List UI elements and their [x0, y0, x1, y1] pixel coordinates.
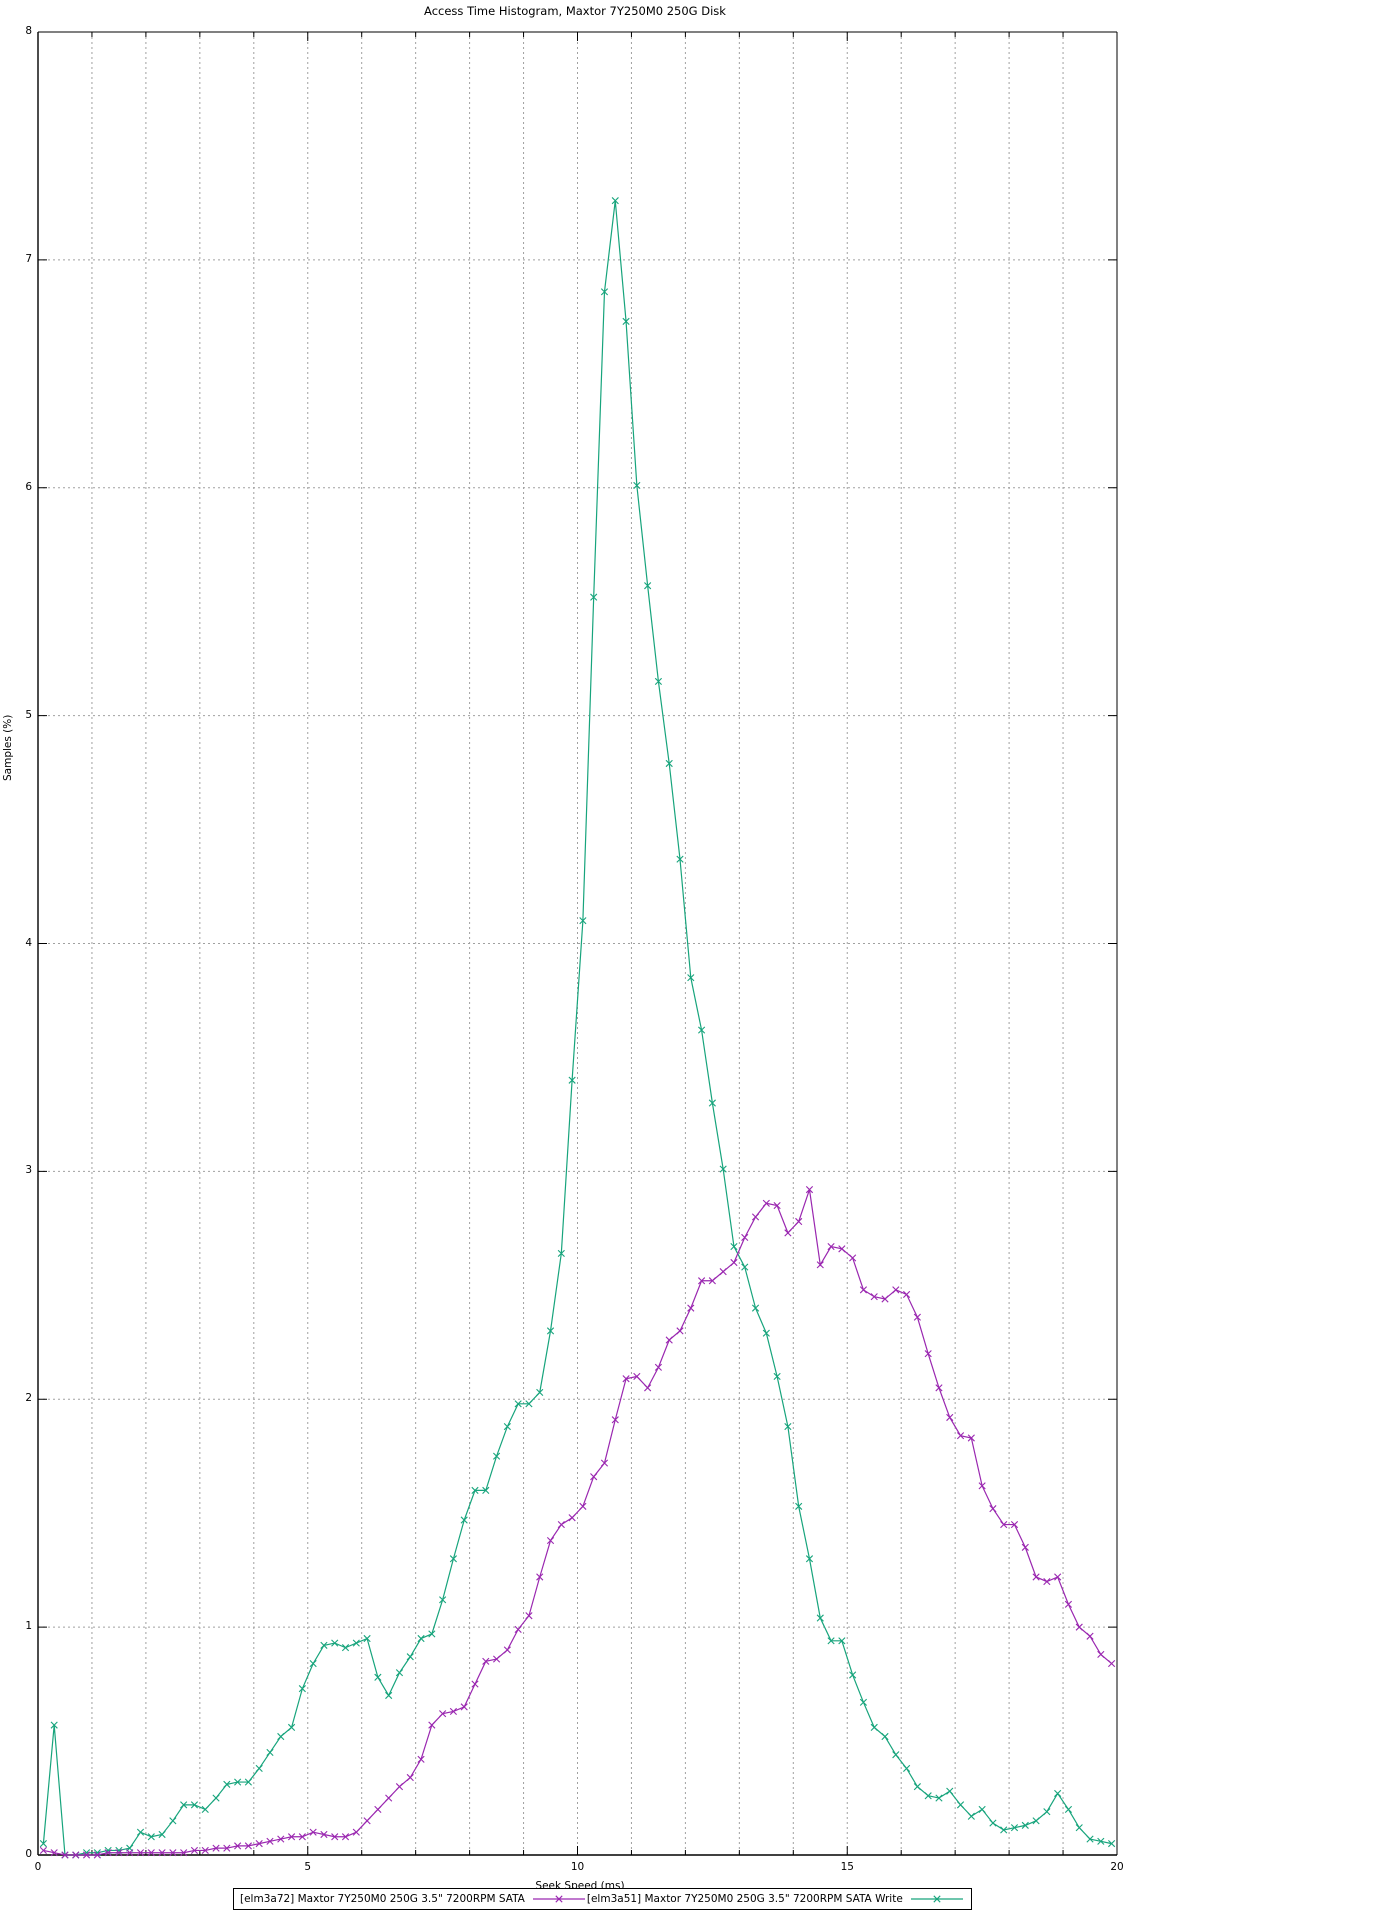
x-tick-label: 15: [840, 1861, 854, 1873]
grid-lines: [38, 32, 1117, 1855]
y-tick-label: 4: [25, 936, 32, 949]
legend-line-sample: [909, 1893, 965, 1905]
chart-title: Access Time Histogram, Maxtor 7Y250M0 25…: [424, 4, 726, 18]
legend-entry: [elm3a51] Maxtor 7Y250M0 250G 3.5" 7200R…: [587, 1893, 965, 1905]
x-tick-label: 10: [570, 1861, 585, 1873]
x-tick-label: 0: [34, 1861, 42, 1873]
y-tick-label: 8: [25, 25, 32, 37]
y-tick-label: 1: [25, 1620, 32, 1633]
y-tick-label: 2: [25, 1392, 32, 1405]
series-1: [39, 1186, 1116, 1859]
legend-label: [elm3a51] Maxtor 7Y250M0 250G 3.5" 7200R…: [586, 1893, 903, 1905]
legend-entry: [elm3a72] Maxtor 7Y250M0 250G 3.5" 7200R…: [240, 1893, 587, 1905]
y-tick-label: 7: [25, 252, 32, 265]
legend: [elm3a72] Maxtor 7Y250M0 250G 3.5" 7200R…: [233, 1888, 972, 1910]
y-tick-label: 6: [25, 480, 32, 493]
legend-line-sample: [531, 1893, 587, 1905]
legend-label: [elm3a72] Maxtor 7Y250M0 250G 3.5" 7200R…: [240, 1893, 525, 1905]
x-tick-label: 5: [304, 1861, 312, 1873]
y-tick-label: 3: [25, 1164, 32, 1177]
series-markers-0: [39, 197, 1116, 1859]
x-tick-label: 20: [1110, 1861, 1124, 1873]
series-0: [39, 197, 1116, 1859]
y-tick-label: 0: [25, 1848, 32, 1860]
y-tick-label: 5: [25, 708, 32, 721]
axis-ticks: [37, 31, 1118, 1856]
series-markers-1: [39, 1186, 1116, 1859]
